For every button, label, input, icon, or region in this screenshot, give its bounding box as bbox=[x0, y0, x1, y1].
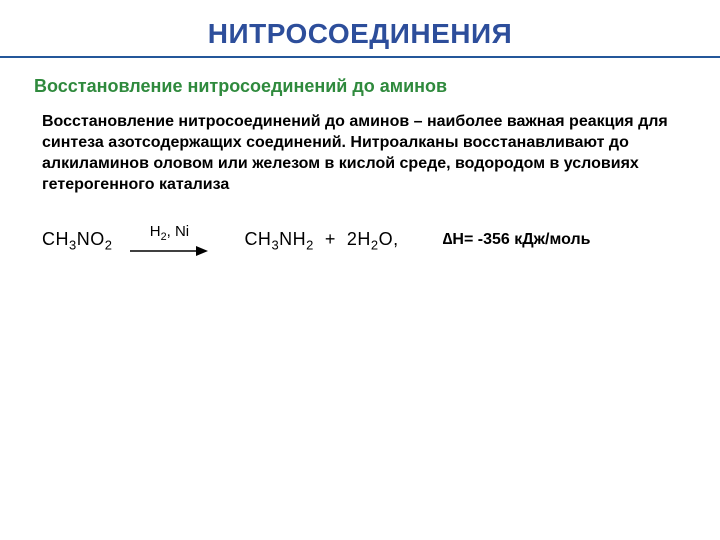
products-formula: CH3NH2 + 2H2O, bbox=[244, 229, 398, 253]
title-divider bbox=[0, 56, 720, 58]
reaction-arrow-icon bbox=[130, 245, 208, 257]
reaction-arrow-block: H2, Ni bbox=[130, 223, 208, 257]
section-subtitle: Восстановление нитросоединений до аминов bbox=[34, 76, 720, 97]
reaction-equation: CH3NO2 H2, Ni CH3NH2 + 2H2O, ∆H= -356 кД… bbox=[42, 223, 720, 257]
enthalpy-value: ∆H= -356 кДж/моль bbox=[443, 231, 591, 249]
arrow-condition-label: H2, Ni bbox=[150, 223, 189, 243]
reactant-formula: CH3NO2 bbox=[42, 229, 112, 253]
body-paragraph: Восстановление нитросоединений до аминов… bbox=[42, 111, 678, 195]
page-title: НИТРОСОЕДИНЕНИЯ bbox=[0, 18, 720, 50]
